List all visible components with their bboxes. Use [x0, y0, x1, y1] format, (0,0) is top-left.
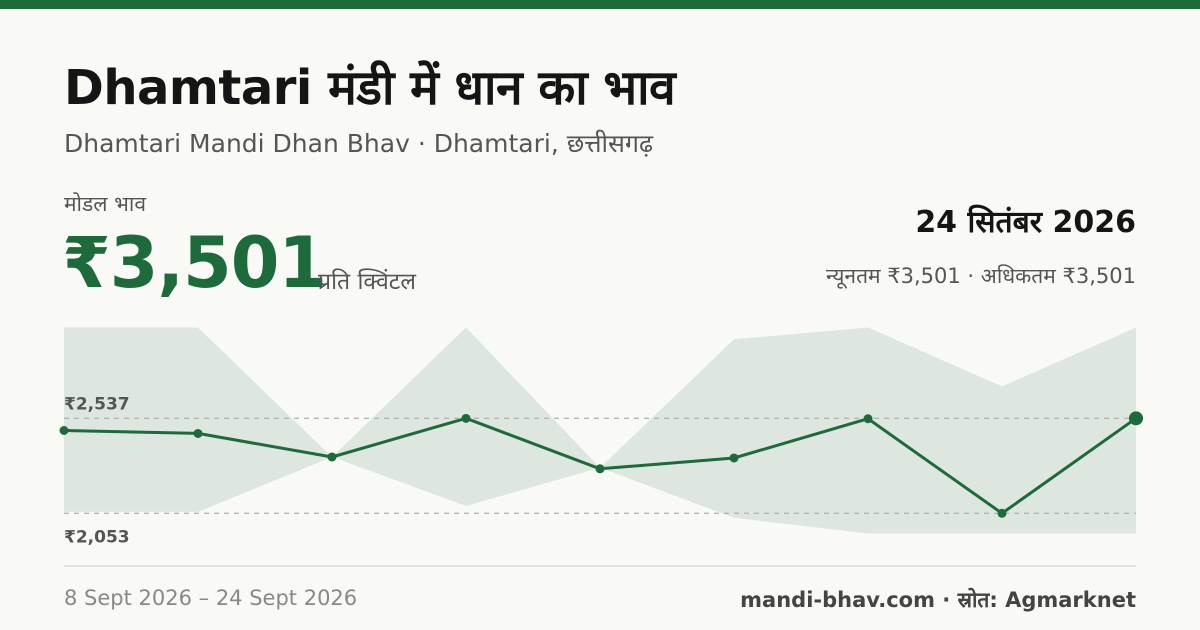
footer-divider	[64, 565, 1136, 567]
min-max-price: न्यूनतम ₹3,501 · अधिकतम ₹3,501	[826, 264, 1136, 288]
price-point	[997, 508, 1007, 518]
price-unit: प्रति क्विंटल	[318, 269, 416, 295]
latest-price-point	[1129, 411, 1143, 426]
price-point	[193, 428, 203, 438]
price-point	[59, 426, 69, 435]
y-axis-label: ₹2,053	[64, 527, 130, 547]
price-point	[461, 413, 471, 423]
y-axis-label: ₹2,537	[64, 394, 130, 414]
modal-price-label: मोडल भाव	[64, 192, 147, 216]
price-range-band	[64, 327, 1136, 534]
top-accent-bar	[0, 0, 1200, 9]
price-point	[327, 452, 337, 462]
page-subtitle: Dhamtari Mandi Dhan Bhav · Dhamtari, छत्…	[64, 129, 654, 158]
price-point	[595, 464, 605, 474]
modal-price-value: ₹3,501	[62, 222, 327, 304]
source-credit: mandi-bhav.com · स्रोत: Agmarknet	[740, 588, 1136, 612]
page-title: Dhamtari मंडी में धान का भाव	[64, 60, 676, 116]
price-date: 24 सितंबर 2026	[915, 205, 1136, 240]
price-point	[863, 414, 873, 424]
price-point	[729, 453, 739, 463]
date-range: 8 Sept 2026 – 24 Sept 2026	[64, 586, 358, 610]
